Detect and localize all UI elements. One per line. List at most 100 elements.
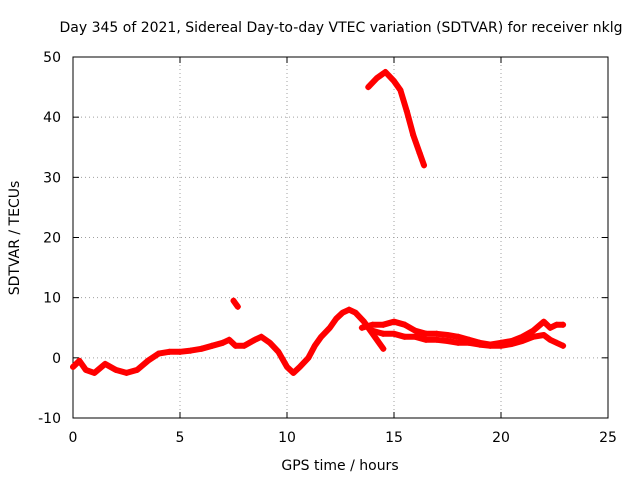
data-point	[416, 150, 423, 157]
data-point	[219, 339, 226, 346]
y-tick-labels: -10 0 10 20 30 40 50	[38, 50, 61, 427]
y-tick-label: 0	[52, 351, 61, 367]
y-tick-label: 10	[43, 291, 61, 307]
data-point	[530, 333, 537, 340]
data-point	[365, 84, 372, 91]
data-point	[134, 366, 141, 373]
data-point	[553, 321, 560, 328]
data-point	[369, 327, 376, 334]
data-point	[91, 369, 98, 376]
data-point	[346, 306, 353, 313]
data-point	[391, 78, 397, 85]
data-point	[553, 339, 560, 346]
y-tick-label: 20	[43, 231, 61, 247]
data-point	[275, 348, 282, 355]
data-point	[230, 297, 237, 304]
data-point	[311, 342, 318, 349]
x-tick-label: 0	[69, 430, 78, 446]
data-point	[382, 69, 389, 76]
data-point	[412, 327, 419, 334]
data-series	[70, 69, 567, 376]
data-point	[455, 339, 462, 346]
data-point	[234, 303, 241, 310]
data-point	[401, 333, 408, 340]
data-point	[373, 75, 380, 82]
data-point	[290, 369, 297, 376]
series-main-trend	[70, 306, 387, 376]
x-axis-label: GPS time / hours	[281, 458, 398, 474]
data-point	[519, 337, 526, 344]
data-point	[560, 321, 567, 328]
data-point	[339, 309, 346, 316]
y-tick-label: 40	[43, 110, 61, 126]
data-point	[391, 318, 397, 325]
data-point	[401, 321, 408, 328]
y-tick-label: 50	[43, 50, 61, 66]
data-point	[284, 363, 290, 370]
y-axis-label: SDTVAR / TECUs	[7, 181, 23, 296]
data-point	[540, 318, 547, 325]
data-point	[547, 324, 554, 331]
data-point	[112, 366, 119, 373]
data-point	[380, 321, 387, 328]
series-high-arc	[365, 69, 427, 169]
data-point	[376, 339, 383, 346]
data-point	[326, 324, 333, 331]
data-point	[198, 345, 205, 352]
data-point	[155, 350, 162, 357]
data-point	[187, 347, 194, 354]
data-point	[102, 360, 109, 367]
data-point	[380, 345, 387, 352]
data-point	[318, 333, 325, 340]
data-point	[433, 330, 440, 337]
x-tick-labels: 0 5 10 15 20 25	[69, 430, 617, 446]
data-point	[547, 336, 554, 343]
data-point	[423, 336, 430, 343]
data-point	[560, 342, 567, 349]
data-point	[70, 363, 76, 370]
data-point	[76, 357, 83, 364]
data-point	[352, 309, 359, 316]
data-point	[241, 342, 248, 349]
axis-ticks	[72, 56, 609, 419]
data-point	[358, 324, 365, 331]
data-point	[361, 318, 368, 325]
data-point	[144, 357, 151, 364]
data-point	[232, 300, 239, 307]
series-isolated-segment	[230, 297, 241, 310]
series-lower-branch	[369, 327, 567, 349]
data-point	[333, 315, 340, 322]
data-point	[444, 337, 451, 344]
data-point	[465, 339, 472, 346]
data-point	[444, 331, 451, 338]
data-point	[412, 333, 419, 340]
data-point	[540, 331, 547, 338]
data-point	[391, 330, 397, 337]
data-point	[296, 363, 303, 370]
x-tick-label: 5	[176, 430, 185, 446]
x-tick-label: 20	[492, 430, 510, 446]
x-tick-label: 25	[599, 430, 617, 446]
chart-title: Day 345 of 2021, Sidereal Day-to-day VTE…	[60, 20, 623, 36]
data-point	[258, 333, 265, 340]
data-point	[251, 336, 258, 343]
data-point	[423, 330, 430, 337]
y-tick-label: -10	[38, 411, 61, 427]
data-point	[177, 348, 183, 355]
data-point	[82, 366, 89, 373]
data-point	[123, 369, 130, 376]
data-point	[455, 333, 462, 340]
data-point	[232, 342, 239, 349]
data-point	[397, 87, 404, 94]
grid-lines	[73, 57, 608, 418]
x-tick-label: 15	[385, 430, 403, 446]
data-point	[476, 341, 483, 348]
data-point	[487, 342, 494, 349]
data-point	[380, 330, 387, 337]
data-point	[410, 132, 417, 139]
data-point	[433, 336, 440, 343]
y-tick-label: 30	[43, 170, 61, 186]
data-point	[166, 348, 173, 355]
